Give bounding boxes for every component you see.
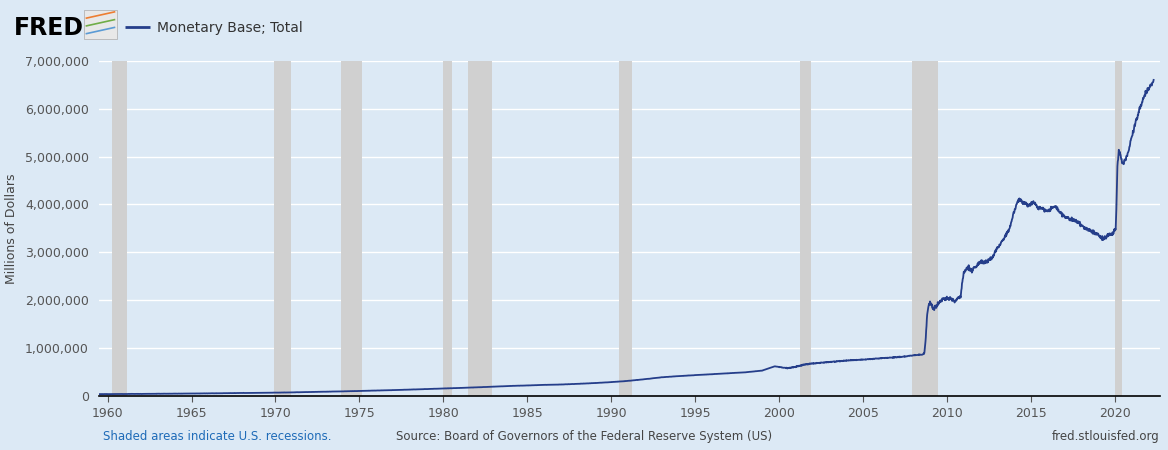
Text: Shaded areas indicate U.S. recessions.: Shaded areas indicate U.S. recessions. (103, 430, 332, 443)
Bar (619, 61, 632, 396)
Bar (274, 61, 291, 396)
Bar (1114, 61, 1121, 396)
Text: Monetary Base; Total: Monetary Base; Total (157, 22, 303, 36)
Text: FRED: FRED (14, 17, 84, 40)
Bar (112, 61, 127, 396)
Text: fred.stlouisfed.org: fred.stlouisfed.org (1052, 430, 1160, 443)
Bar (444, 61, 452, 396)
Bar (912, 61, 938, 396)
Text: Source: Board of Governors of the Federal Reserve System (US): Source: Board of Governors of the Federa… (396, 430, 772, 443)
Bar (800, 61, 811, 396)
Y-axis label: Millions of Dollars: Millions of Dollars (5, 173, 18, 284)
Bar (84, 10, 117, 39)
Bar (468, 61, 492, 396)
Bar (341, 61, 362, 396)
